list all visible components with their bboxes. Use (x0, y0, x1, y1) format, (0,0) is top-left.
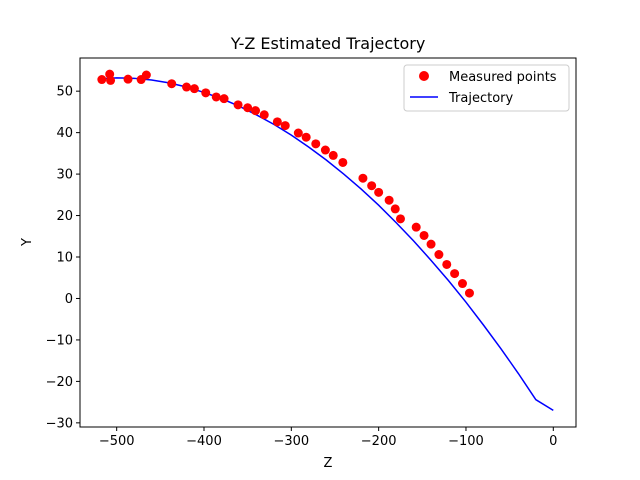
measured-point (141, 70, 151, 80)
measured-point (338, 157, 348, 167)
legend-box (403, 64, 570, 112)
measured-point (97, 75, 107, 85)
y-tick-label: 10 (56, 251, 73, 266)
measured-point (411, 222, 421, 232)
measured-point (259, 110, 269, 120)
y-axis-ticks: −30 −20 −10 0 10 20 30 40 50 (46, 85, 80, 431)
measured-point (311, 139, 321, 149)
y-tick-label: 40 (56, 126, 73, 141)
measured-point (390, 204, 400, 214)
measured-point (293, 128, 303, 138)
y-tick-label: 0 (65, 292, 73, 307)
measured-point (301, 132, 311, 142)
measured-point (280, 121, 290, 131)
x-axis-label: Z (324, 456, 333, 471)
measured-point (419, 230, 429, 240)
measured-point (233, 100, 243, 110)
measured-point (374, 187, 384, 197)
measured-point (450, 269, 460, 279)
measured-point (464, 288, 474, 298)
measured-point (243, 103, 253, 113)
measured-point (123, 74, 133, 84)
trajectory-layer (101, 77, 554, 412)
measured-point (320, 145, 330, 155)
y-tick-label: −10 (46, 333, 73, 348)
measured-point (367, 181, 377, 191)
y-tick-label: −30 (46, 416, 73, 431)
plot-area (97, 69, 554, 412)
measured-points-layer (97, 69, 474, 298)
measured-point (442, 259, 452, 269)
axes-frame (79, 57, 577, 428)
chart-title: Y-Z Estimated Trajectory (230, 34, 426, 53)
measured-point (384, 195, 394, 205)
measured-point (167, 79, 177, 89)
measured-point (395, 214, 405, 224)
legend: Measured points Trajectory (403, 64, 570, 112)
measured-point (328, 150, 338, 160)
measured-point (272, 117, 282, 127)
x-tick-label: −500 (99, 434, 135, 449)
x-tick-label: −300 (273, 434, 309, 449)
measured-point (201, 88, 211, 98)
y-tick-label: 30 (56, 168, 73, 183)
measured-point (182, 82, 192, 92)
legend-label-trajectory: Trajectory (448, 91, 513, 106)
y-tick-label: −20 (46, 375, 73, 390)
y-tick-label: 50 (56, 85, 73, 100)
trajectory-line (101, 77, 554, 412)
measured-point (457, 279, 467, 289)
y-tick-label: 20 (56, 209, 73, 224)
x-tick-label: −200 (361, 434, 397, 449)
measured-point (426, 239, 436, 249)
measured-point (219, 94, 229, 104)
x-tick-label: 0 (549, 434, 557, 449)
x-tick-label: −100 (448, 434, 484, 449)
measured-point (211, 92, 221, 102)
legend-marker-measured (419, 71, 429, 81)
x-axis-ticks: −500 −400 −300 −200 −100 0 (99, 427, 557, 449)
x-tick-label: −400 (186, 434, 222, 449)
measured-point (358, 173, 368, 183)
measured-point (251, 106, 261, 116)
y-axis-label: Y (20, 238, 35, 247)
measured-point (189, 84, 199, 94)
measured-point (434, 250, 444, 260)
measured-point (106, 75, 116, 85)
legend-label-measured: Measured points (449, 70, 557, 85)
